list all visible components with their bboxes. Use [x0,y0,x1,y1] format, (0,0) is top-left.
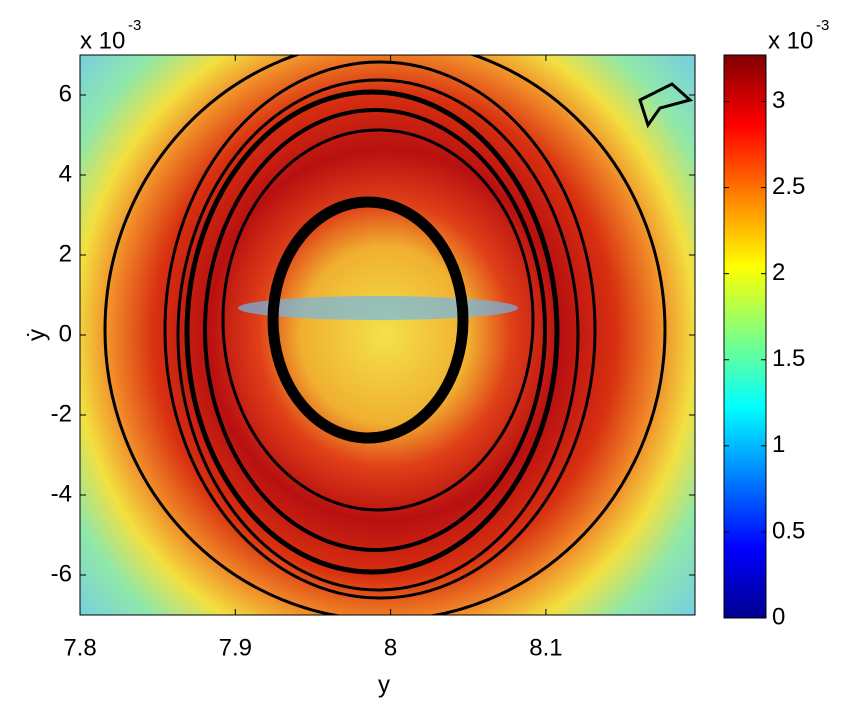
colorbar-multiplier: x 10 [768,27,813,54]
contour [267,196,469,444]
field [80,55,695,615]
y-exponent: -3 [128,17,141,34]
contours [103,55,694,615]
field-streak [238,296,518,320]
contour [638,82,694,129]
y-tick-label: 6 [59,80,72,107]
colorbar-tick-label: 0.5 [772,517,805,544]
x-tick-label: 8.1 [529,634,562,661]
colorbar-tick-label: 2 [772,259,785,286]
x-tick-label: 7.8 [63,634,96,661]
y-tick-label: 4 [59,160,72,187]
y-multiplier: x 10 [80,27,125,54]
colorbar-tick-label: 3 [772,87,785,114]
contour [221,128,535,512]
field-background [80,55,695,615]
x-tick-label: 8 [384,634,397,661]
colorbar-tick-label: 0 [772,603,785,630]
contour [184,89,560,575]
colorbar-exponent: -3 [816,17,829,34]
y-tick-label: -6 [51,560,72,587]
y-axis-label: ẏ [23,329,50,341]
colorbar [723,54,767,619]
contour [203,108,547,552]
y-tick-label: 2 [59,240,72,267]
contour [103,55,667,615]
colorbar-tick-label: 2.5 [772,173,805,200]
x-axis-label: y [378,671,390,698]
colorbar-tick-label: 1.5 [772,345,805,372]
y-tick-label: 0 [59,320,72,347]
colorbar-tick-label: 1 [772,431,785,458]
contour [163,60,597,600]
contour [176,78,580,592]
y-tick-label: -4 [51,480,72,507]
y-tick-label: -2 [51,400,72,427]
x-tick-label: 7.9 [219,634,252,661]
